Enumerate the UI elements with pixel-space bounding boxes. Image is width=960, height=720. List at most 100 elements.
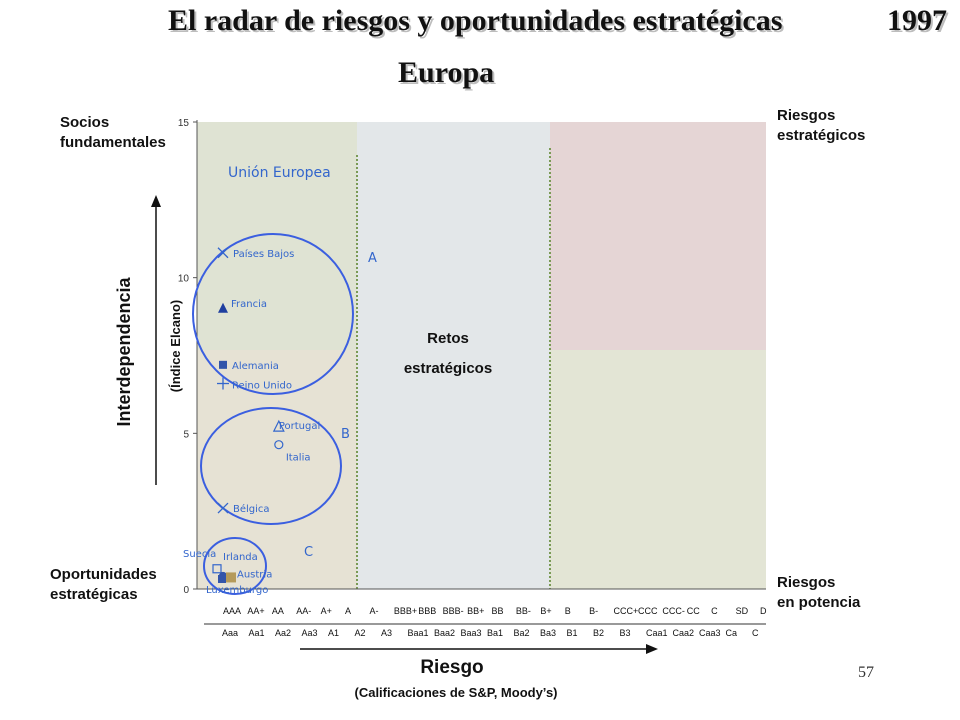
- point-2: [219, 360, 227, 369]
- point-label-4: Portugal: [279, 421, 320, 432]
- corner-top-right: Riesgos estratégicos: [777, 106, 865, 146]
- group-label-a: A: [368, 251, 377, 266]
- point-3: [217, 377, 229, 390]
- x-tick-sp-17: CCC: [638, 606, 658, 616]
- corner-bottom-right-line-1: Riesgos: [777, 574, 836, 591]
- data-points: Países Bajos Francia Alemania Reino Unido Po…: [183, 247, 320, 596]
- point-label-7: Suecia: [183, 549, 216, 560]
- x-tick-sp-9: BBB-: [443, 606, 464, 616]
- x-tick-sp-8: BBB: [418, 606, 436, 616]
- point-label-9: Austria: [237, 569, 272, 580]
- y-tick-label-2: 10: [178, 274, 190, 285]
- x-tick-sp-6: A-: [369, 606, 378, 616]
- x-tick-sp-16: CCC+: [614, 606, 639, 616]
- x-tick-moodys-16: Caa1: [646, 628, 668, 638]
- x-tick-moodys-19: Ca: [726, 628, 738, 638]
- x-tick-moodys-15: B3: [620, 628, 631, 638]
- x-tick-moodys-2: Aa2: [275, 628, 291, 638]
- x-axis-label: Riesgo: [420, 657, 483, 678]
- x-tick-sp-11: BB: [492, 606, 504, 616]
- point-1: [218, 302, 228, 313]
- y-axis-label: (Índice Elcano): [168, 300, 183, 392]
- x-tick-moodys-17: Caa2: [673, 628, 695, 638]
- y-tick-label-0: 0: [183, 585, 189, 596]
- corner-top-left-line-1: Socios: [60, 114, 110, 131]
- corner-bottom-right-line-2: en potencia: [777, 594, 861, 611]
- group-a-ellipse: [192, 233, 354, 395]
- group-c-ellipse: [203, 537, 267, 595]
- center-label-line-1: Retos: [427, 330, 469, 347]
- point-label-2: Alemania: [232, 361, 279, 372]
- center-label-line-2: estratégicos: [404, 360, 492, 377]
- x-tick-sp-15: B-: [589, 606, 598, 616]
- x-tick-sp-4: A+: [321, 606, 332, 616]
- x-tick-sp-12: BB-: [516, 606, 531, 616]
- corner-top-right-line-1: Riesgos: [777, 107, 836, 124]
- corner-bottom-left: Oportunidades estratégicas: [50, 565, 157, 605]
- group-label-b: B: [341, 427, 350, 442]
- region-risks-potential: [550, 350, 766, 589]
- x-tick-sp-3: AA-: [296, 606, 311, 616]
- x-tick-sp-5: A: [345, 606, 351, 616]
- x-tick-moodys-1: Aa1: [249, 628, 265, 638]
- region-label-ue: Unión Europea: [228, 165, 331, 181]
- y-arrow-head: [151, 195, 161, 207]
- y-ticks: 0 5 10 15: [178, 118, 197, 596]
- point-label-3: Reino Unido: [232, 381, 292, 392]
- point-10: [218, 574, 226, 583]
- x-axis-sublabel: (Calificaciones de S&P, Moody’s): [355, 685, 558, 700]
- x-tick-sp-1: AA+: [247, 606, 264, 616]
- x-tick-sp-21: SD: [736, 606, 749, 616]
- x-tick-moodys-8: Baa2: [434, 628, 455, 638]
- corner-bottom-right: Riesgos en potencia: [777, 573, 860, 613]
- x-ticks-moodys: Aaa Aa1 Aa2 Aa3 A1 A2 A3 Baa1 Baa2 Baa3 Ba1 Ba2 Ba3 B…: [222, 628, 759, 638]
- point-4: [272, 419, 285, 432]
- point-7: [212, 564, 222, 574]
- x-tick-sp-18: CCC-: [662, 606, 685, 616]
- point-6: [217, 502, 229, 514]
- y-tick-label-1: 5: [183, 429, 189, 440]
- slide-subtitle: Europa: [398, 56, 495, 89]
- region-ue-bottom: [197, 350, 357, 589]
- x-tick-moodys-14: B2: [593, 628, 604, 638]
- x-tick-moodys-13: B1: [567, 628, 578, 638]
- x-tick-moodys-0: Aaa: [222, 628, 238, 638]
- x-tick-moodys-9: Baa3: [461, 628, 482, 638]
- y-tick-label-3: 15: [178, 118, 190, 129]
- x-tick-sp-13: B+: [540, 606, 551, 616]
- slide-year: 1997: [887, 4, 947, 37]
- region-risks-strategic: [550, 122, 766, 350]
- group-label-c: C: [304, 545, 313, 560]
- point-9: [226, 572, 236, 583]
- point-label-5: Italia: [286, 453, 311, 464]
- point-label-6: Bélgica: [233, 503, 270, 515]
- point-label-10: Luxemburgo: [206, 585, 268, 596]
- x-tick-sp-20: C: [711, 606, 718, 616]
- x-tick-sp-7: BBB+: [394, 606, 417, 616]
- x-tick-sp-0: AAA: [223, 606, 241, 616]
- x-tick-moodys-4: A1: [328, 628, 339, 638]
- x-tick-moodys-7: Baa1: [408, 628, 429, 638]
- region-center: [357, 122, 550, 589]
- x-tick-sp-10: BB+: [467, 606, 484, 616]
- x-tick-moodys-10: Ba1: [487, 628, 503, 638]
- slide-number: 57: [858, 664, 874, 681]
- x-tick-sp-19: CC: [687, 606, 700, 616]
- point-label-0: Países Bajos: [233, 248, 294, 260]
- slide-title: El radar de riesgos y oportunidades estr…: [168, 4, 783, 37]
- x-tick-moodys-6: A3: [381, 628, 392, 638]
- corner-top-left: Socios fundamentales: [60, 113, 166, 153]
- x-tick-sp-2: AA: [272, 606, 284, 616]
- x-tick-moodys-12: Ba3: [540, 628, 556, 638]
- corner-bottom-left-line-1: Oportunidades: [50, 566, 157, 583]
- point-label-8: Irlanda: [223, 552, 258, 563]
- group-b-ellipse: [200, 407, 342, 525]
- x-tick-sp-22: D: [760, 606, 767, 616]
- corner-bottom-left-line-2: estratégicas: [50, 586, 138, 603]
- x-tick-moodys-11: Ba2: [514, 628, 530, 638]
- point-5: [274, 440, 284, 450]
- x-tick-moodys-18: Caa3: [699, 628, 721, 638]
- x-ticks-sp: AAA AA+ AA AA- A+ A A- BBB+ BBB BBB- BB+ BB BB- B+ B B-…: [223, 606, 767, 616]
- x-tick-moodys-20: C: [752, 628, 759, 638]
